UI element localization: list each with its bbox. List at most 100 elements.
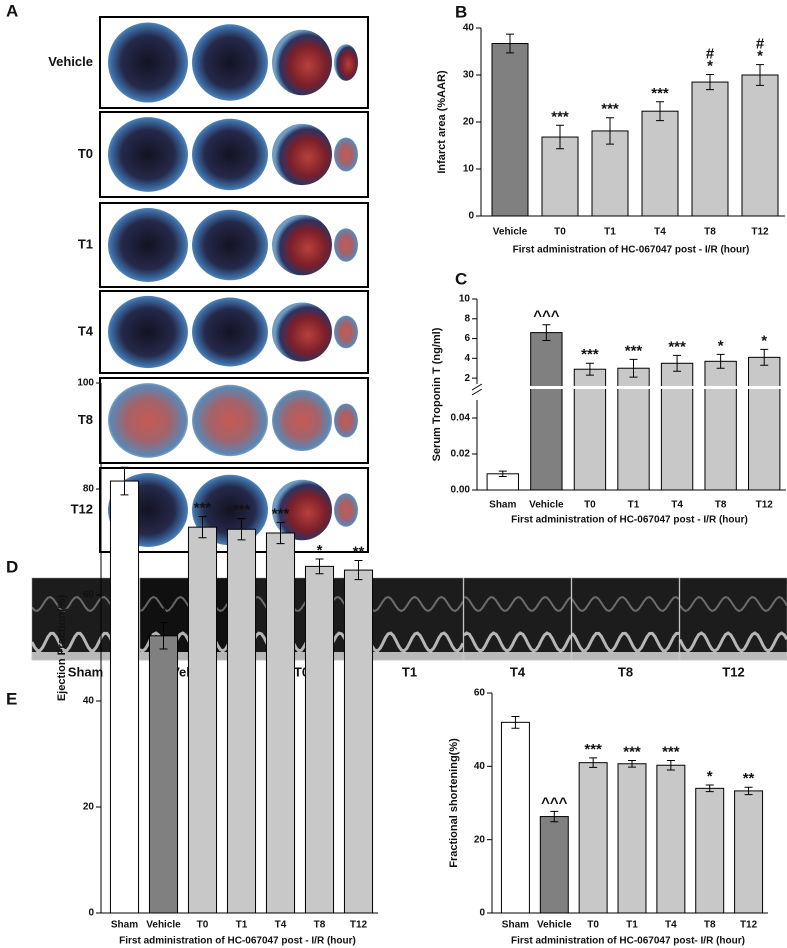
- y-axis-label: Fractional shortening(%): [448, 738, 460, 868]
- significance-mark: ***: [551, 108, 569, 125]
- y-tick-label: 0.04: [451, 413, 471, 424]
- error-bar: [315, 558, 324, 575]
- x-tick-label: T0: [197, 920, 209, 931]
- heart-slice: [192, 118, 268, 191]
- error-bar: [120, 466, 129, 496]
- error-bar: [628, 759, 636, 768]
- bar: [539, 816, 569, 914]
- y-tick-label: 4: [464, 353, 470, 364]
- heart-slice: [334, 403, 358, 438]
- significance-mark: *: [707, 768, 713, 785]
- echo-trace: [355, 595, 464, 613]
- error-bar: [589, 757, 598, 768]
- bar: [187, 526, 218, 914]
- heart-slice: [108, 295, 188, 369]
- error-bar: [716, 353, 725, 369]
- bar: [265, 532, 296, 914]
- error-bar: [629, 358, 638, 378]
- echo-trace: [463, 596, 572, 612]
- y-tick-label: 20: [474, 834, 486, 845]
- x-tick-label: T8: [704, 920, 716, 931]
- significance-mark: ***: [625, 342, 643, 359]
- x-tick-label: T12: [740, 920, 758, 931]
- error-bar: [585, 362, 594, 376]
- significance-mark: ***: [194, 500, 212, 517]
- y-tick-label: 2: [464, 373, 470, 384]
- error-bar: [498, 470, 507, 477]
- echo-frame: [247, 577, 356, 661]
- significance-mark: #: [706, 45, 715, 62]
- y-tick-label: 40: [463, 23, 475, 34]
- panel-letter: C: [455, 269, 467, 288]
- error-bar: [542, 324, 551, 342]
- significance-mark: ^^^: [541, 794, 568, 811]
- x-tick-label: Sham: [489, 500, 516, 511]
- y-tick-label: 40: [474, 761, 486, 772]
- x-axis-label: First administration of HC-067047 post -…: [511, 515, 748, 526]
- bar: [226, 528, 257, 914]
- x-tick-label: Sham: [111, 920, 138, 931]
- bar: [748, 356, 781, 491]
- frame-label: Sham: [68, 664, 103, 679]
- panel-letter: B: [455, 2, 467, 21]
- error-bar: [705, 784, 714, 793]
- y-tick-label: 0.00: [451, 485, 471, 496]
- significance-mark: ***: [651, 85, 669, 102]
- x-tick-label: Vehicle: [529, 500, 564, 511]
- heart-slice: [272, 29, 332, 96]
- error-bar: [673, 354, 682, 372]
- x-tick-label: T4: [654, 227, 666, 238]
- panel-letter: D: [6, 557, 18, 576]
- echo-trace: [463, 631, 573, 653]
- echo-base: [464, 652, 571, 660]
- x-tick-label: T4: [275, 920, 287, 931]
- error-bar: [550, 810, 559, 823]
- significance-mark: #: [756, 36, 765, 53]
- heart-slice: [272, 389, 332, 452]
- error-bar: [198, 516, 207, 539]
- significance-mark: **: [353, 544, 365, 561]
- bar: [695, 787, 725, 914]
- echo-trace: [678, 631, 787, 653]
- significance-mark: ***: [662, 743, 680, 760]
- x-tick-label: T1: [626, 920, 638, 931]
- significance-mark: ***: [272, 505, 290, 522]
- y-tick-label: 0.02: [451, 449, 471, 460]
- bar: [530, 332, 563, 491]
- axis-break-band: [481, 386, 786, 389]
- error-bar: [159, 622, 168, 650]
- heart-slice: [334, 44, 358, 81]
- significance-mark: ^^^: [150, 606, 177, 623]
- y-tick-label: 10: [463, 164, 475, 175]
- echo-base: [356, 652, 463, 660]
- heart-slice: [192, 209, 268, 281]
- echo-trace: [354, 631, 465, 653]
- echo-trace: [679, 595, 787, 613]
- x-tick-label: T12: [350, 920, 368, 931]
- y-tick-label: 80: [83, 484, 95, 495]
- significance-mark: ***: [584, 741, 602, 758]
- heart-slice: [108, 22, 188, 103]
- heart-slice: [272, 302, 332, 362]
- frame-label: T8: [618, 664, 633, 679]
- significance-mark: ***: [581, 346, 599, 363]
- echo-frame: [463, 577, 572, 661]
- heart-slice: [192, 297, 268, 367]
- echo-trace: [247, 596, 356, 612]
- error-bar: [760, 348, 769, 366]
- significance-mark: *: [707, 57, 713, 74]
- significance-mark: ***: [668, 338, 686, 355]
- y-tick-label: 20: [463, 117, 475, 128]
- bar: [591, 130, 629, 217]
- y-tick-label: 20: [83, 802, 95, 813]
- bar: [343, 569, 374, 914]
- echo-base: [32, 652, 139, 660]
- x-tick-label: Vehicle: [537, 920, 572, 931]
- bar: [741, 74, 779, 217]
- x-tick-label: T12: [751, 227, 769, 238]
- y-tick-label: 0: [88, 908, 94, 919]
- y-tick-label: 60: [474, 688, 486, 699]
- row-label: T0: [78, 146, 93, 161]
- x-tick-label: T1: [236, 920, 248, 931]
